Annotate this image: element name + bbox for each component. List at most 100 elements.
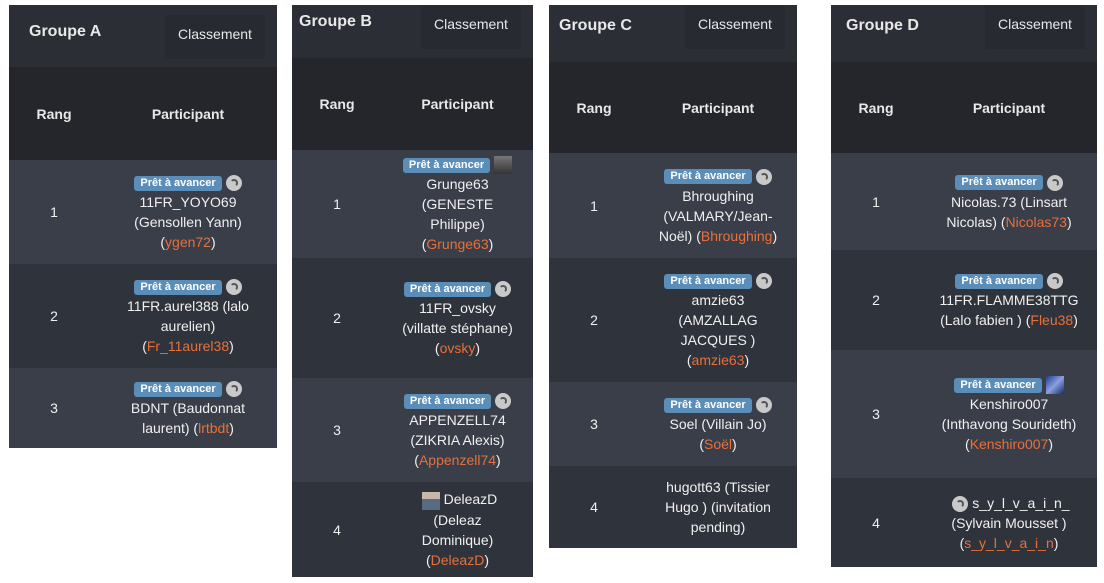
participant-suffix: ) [210,234,216,250]
participant-cell: Prêt à avancer 11FR_ovsky (villatte stéph… [382,278,533,358]
table-row: 1 Prêt à avancer 11FR_YOYO69 (Gensollen Ya… [9,160,277,264]
participant-suffix: ) [1066,213,1072,230]
game-icon [755,273,772,290]
participant-link[interactable]: Appenzell74 [418,452,497,468]
table-row: 3 Prêt à avancer Kenshiro007 (Inthavong So… [831,350,1097,478]
participant-link[interactable]: amzie63 [691,352,745,368]
group-panel: Groupe D Classement Rang Participant 1 Prêt à… [831,5,1097,567]
table-row: 3 Prêt à avancer BDNT (Baudonnat laurent) … [9,368,277,448]
table-row: 3 Prêt à avancer APPENZELL74 (ZIKRIA Alexi… [292,378,533,482]
participant-link[interactable]: Grunge63 [426,236,489,253]
participant-link[interactable]: DeleazD [430,551,485,568]
classement-tab[interactable]: Classement [985,5,1085,49]
participant-name: 11FR_ovsky (villatte stéphane) ( [402,300,513,356]
participant-column-header: Participant [972,99,1046,116]
ready-badge: Prêt à avancer [403,281,492,297]
participant-name: DeleazD (Deleaz Dominique) ( [421,491,498,568]
ready-badge: Prêt à avancer [954,377,1042,393]
participant-link[interactable]: s_y_l_v_a_i_n [964,534,1054,551]
table-header: Rang Participant [831,62,1097,153]
participant-tags: Prêt à avancer [939,374,1079,395]
participant-tags: Prêt à avancer [117,378,259,398]
participant-tags: Prêt à avancer [117,172,259,192]
participant-name: BDNT (Baudonnat laurent) ( [130,400,246,436]
rank-cell: 2 [590,312,598,328]
classement-tab[interactable]: Classement [421,5,521,49]
group-panel: Groupe A Classement Rang Participant 1 Prêt à… [9,5,277,448]
participant-link[interactable]: Fleu38 [1030,312,1074,328]
rank-column-header: Rang [858,99,894,116]
participant-suffix: ) [229,338,234,354]
table-row: 4 DeleazD (Deleaz Dominique) (DeleazD) [292,482,533,577]
participant-link[interactable]: Nicolas73 [1005,213,1067,230]
participant-link[interactable]: ovsky [439,340,476,356]
participant-name: hugott63 (Tissier Hugo ) (invitation pen… [665,479,771,535]
participant-suffix: ) [732,436,737,452]
participant-name: Kenshiro007 (Inthavong Sourideth) ( [941,396,1077,453]
group-header: Groupe A Classement [9,5,277,59]
rank-cell: 3 [333,422,341,438]
participant-suffix: ) [496,452,501,468]
rank-cell: 4 [872,514,880,531]
table-row: 1 Prêt à avancer Nicolas.73 (Linsart Nicol… [831,153,1097,250]
ready-badge: Prêt à avancer [955,273,1043,289]
rank-cell: 2 [50,308,58,324]
participant-suffix: ) [744,352,750,368]
table-header: Rang Participant [292,58,533,150]
rank-column-header: Rang [576,99,612,116]
participant-suffix: ) [229,420,234,436]
table-row: 2 Prêt à avancer 11FR.FLAMME38TTG (Lalo fa… [831,250,1097,350]
game-icon [225,279,242,296]
game-icon [495,281,512,298]
participant-column-header: Participant [151,105,225,122]
rank-cell: 3 [872,406,880,422]
group-header: Groupe B Classement [292,5,533,49]
participant-tags: Prêt à avancer [939,270,1079,290]
participant-name: Soel (Villain Jo) ( [669,416,767,452]
game-icon [1046,273,1063,290]
participant-suffix: ) [1073,312,1078,328]
participant-tags: hugott63 (Tissier Hugo ) (invitation pen… [657,477,779,537]
participant-cell: Prêt à avancer Kenshiro007 (Inthavong Sou… [921,374,1097,454]
participant-cell: Prêt à avancer 11FR.aurel388 (lalo aureli… [99,276,277,356]
participant-cell: Prêt à avancer Bhroughing (VALMARY/Jean-N… [639,166,797,246]
game-icon [495,393,512,410]
participant-name: 11FR_YOYO69 (Gensollen Yann) ( [134,194,242,250]
group-title: Groupe A [29,23,102,40]
participant-tags: Prêt à avancer [117,276,259,296]
participant-link[interactable]: Soël [703,436,733,452]
participant-name: Grunge63 (GENESTE Philippe) ( [421,176,494,253]
participant-link[interactable]: Kenshiro007 [969,436,1049,453]
participant-link[interactable]: ygen72 [165,234,211,250]
participant-link[interactable]: lrtbdt [198,420,230,436]
table-row: 2 Prêt à avancer amzie63 (AMZALLAG JACQUES… [549,258,797,382]
participant-suffix: ) [772,227,778,244]
participant-name: Nicolas.73 (Linsart Nicolas) ( [946,193,1067,230]
ready-badge: Prêt à avancer [402,157,491,173]
group-header: Groupe C Classement [549,5,797,53]
classement-tab[interactable]: Classement [165,15,265,59]
rank-cell: 2 [333,310,341,326]
participant-cell: Prêt à avancer Grunge63 (GENESTE Philippe… [382,154,533,254]
table-header: Rang Participant [549,62,797,153]
participant-tags: DeleazD (Deleaz Dominique) (DeleazD) [400,489,515,569]
rank-cell: 2 [872,292,880,308]
group-panel: Groupe C Classement Rang Participant 1 Prêt à… [549,5,797,548]
avatar-person-icon [421,491,440,510]
game-icon [1046,174,1063,191]
spacer [549,53,797,62]
avatar-photo-icon [1045,376,1064,395]
game-icon [755,397,772,414]
rank-cell: 1 [333,196,341,212]
game-icon [755,168,772,185]
participant-cell: Prêt à avancer 11FR_YOYO69 (Gensollen Yan… [99,172,277,252]
table-row: 3 Prêt à avancer Soel (Villain Jo) (Soël) [549,382,797,466]
participant-tags: s_y_l_v_a_i_n_ (Sylvain Mousset ) (s_y_l… [939,493,1079,553]
table-row: 4 s_y_l_v_a_i_n_ (Sylvain Mousset ) (s_y… [831,478,1097,567]
participant-name: amzie63 (AMZALLAG JACQUES ) ( [678,292,758,368]
participant-link[interactable]: Bhroughing [700,227,773,244]
ready-badge: Prêt à avancer [664,273,752,289]
participant-link[interactable]: Fr_11aurel38 [146,338,230,354]
rank-cell: 4 [590,499,598,515]
classement-tab[interactable]: Classement [685,5,785,49]
